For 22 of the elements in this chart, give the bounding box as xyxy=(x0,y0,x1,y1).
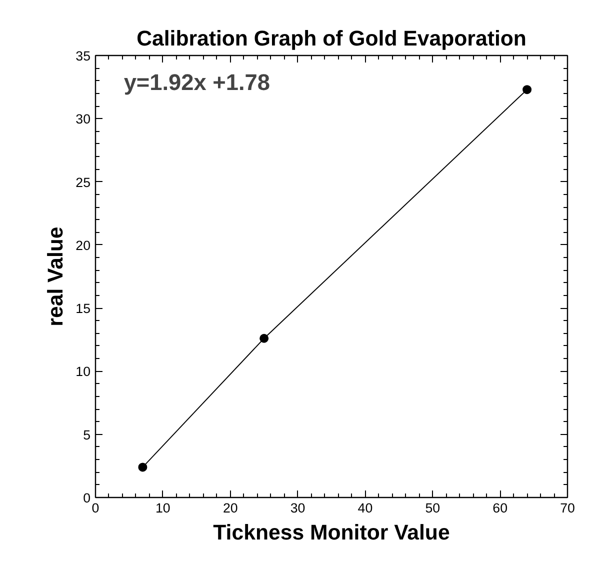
point xyxy=(522,85,532,94)
y-tick-label: 10 xyxy=(76,364,91,380)
x-tick-label: 50 xyxy=(425,500,440,516)
y-tick-label: 35 xyxy=(76,48,91,64)
x-tick-label: 40 xyxy=(358,500,373,516)
y-tick-label: 20 xyxy=(76,238,91,253)
point xyxy=(260,334,269,343)
y-axis-title: real Value xyxy=(44,226,68,326)
y-tick-label: 5 xyxy=(83,427,91,442)
point xyxy=(138,462,148,472)
y-tick-label: 30 xyxy=(76,112,91,127)
annotation: y=1.92x +1.78 xyxy=(124,68,270,95)
y-tick-label: 15 xyxy=(76,301,91,316)
chart-title: Calibration Graph of Gold Evaporation xyxy=(136,26,526,50)
x-tick-label: 10 xyxy=(156,500,170,516)
x-tick-label: 60 xyxy=(492,500,508,516)
y-tick-label: 25 xyxy=(76,174,91,190)
x-tick-label: 20 xyxy=(222,500,238,516)
y-tick-label: 0 xyxy=(83,490,91,506)
x-tick-label: 30 xyxy=(290,500,306,516)
x-axis-title: Tickness Monitor Value xyxy=(213,520,450,544)
x-tick-label: 70 xyxy=(560,500,575,516)
